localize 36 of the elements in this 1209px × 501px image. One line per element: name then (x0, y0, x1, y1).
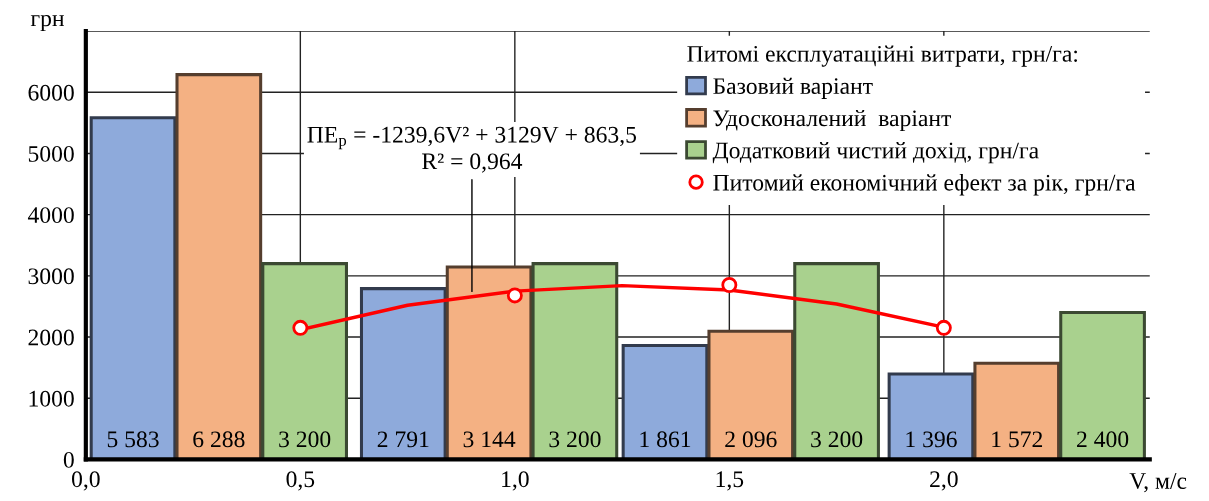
x-tick-label: 2,0 (930, 471, 958, 491)
x-tick-label: 0,0 (71, 471, 100, 491)
data-label: 2 400 (1077, 431, 1129, 448)
data-label: 1 861 (640, 431, 691, 448)
x-tick-label: 1,5 (716, 471, 744, 491)
x-tick-label: 0,5 (286, 471, 315, 491)
data-label: 2 096 (725, 431, 777, 448)
annotation: ПЕ$_{р}$ = -1239,6V² + 3129V + 863,5 R² = 0,964 (307, 126, 637, 173)
data-label: 5 583 (107, 431, 159, 448)
y-tick-label: 2000 (28, 329, 74, 346)
y-tick-label: 4000 (27, 207, 74, 224)
data-label: 2 791 (377, 431, 429, 448)
y-tick-label: 6000 (28, 84, 74, 101)
legend-label: Базовий варіант (713, 77, 873, 99)
point (721, 277, 738, 293)
data-label: 3 144 (463, 431, 516, 448)
legend-label: Додатковий чистий дохід, грн/га (712, 142, 1039, 164)
y-tick-label: 3000 (28, 268, 74, 285)
x-axis-title: V, м/с (1129, 473, 1187, 493)
y-tick-label: 0 (63, 451, 74, 468)
data-label: 3 200 (549, 431, 601, 448)
legend-title: Питомі експлуатаційні витрати, грн/га: (687, 45, 1077, 67)
y-axis-title: грн (30, 14, 65, 32)
legend-label: Питомий економічний ефект за рік, грн/га (713, 174, 1136, 196)
data-label: 3 200 (811, 431, 863, 448)
data-label: 1 572 (992, 431, 1043, 448)
point (506, 287, 523, 304)
point (935, 319, 952, 336)
y-tick-label: 5000 (28, 145, 74, 162)
x-tick-label: 1,0 (502, 471, 529, 491)
data-label: 3 200 (279, 431, 331, 448)
legend-label: Удосконалений варіант (713, 109, 951, 132)
data-label: 6 288 (193, 431, 245, 448)
point (292, 319, 309, 336)
y-tick-label: 1000 (29, 390, 74, 407)
data-label: 1 396 (906, 431, 957, 448)
